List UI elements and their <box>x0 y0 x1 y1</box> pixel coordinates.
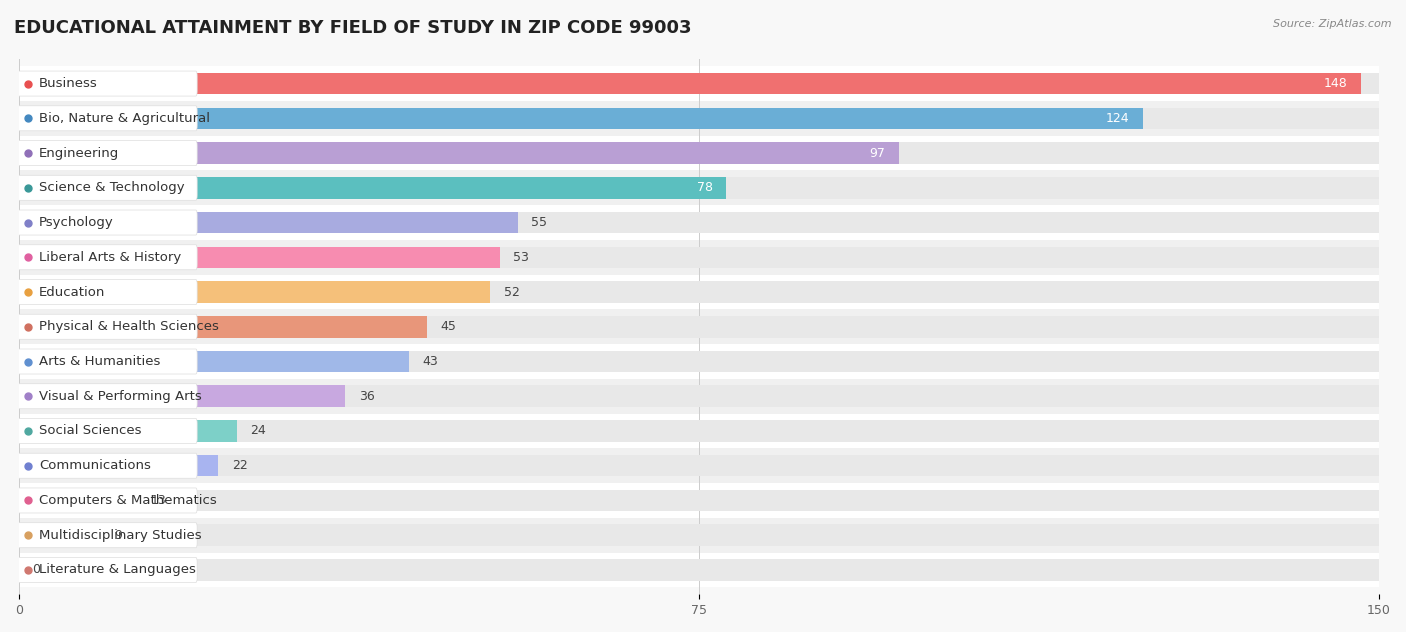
Text: Business: Business <box>39 77 97 90</box>
Bar <box>20 73 1379 94</box>
Bar <box>20 246 499 268</box>
Bar <box>20 246 1379 268</box>
Bar <box>20 386 1379 407</box>
FancyBboxPatch shape <box>18 384 197 409</box>
Text: Literature & Languages: Literature & Languages <box>39 564 195 576</box>
Bar <box>20 455 218 477</box>
Bar <box>20 240 1379 275</box>
Bar <box>20 316 1379 337</box>
Text: 148: 148 <box>1323 77 1347 90</box>
FancyBboxPatch shape <box>18 418 197 444</box>
Bar <box>20 177 727 198</box>
Bar <box>20 448 1379 483</box>
FancyBboxPatch shape <box>18 106 197 131</box>
Text: EDUCATIONAL ATTAINMENT BY FIELD OF STUDY IN ZIP CODE 99003: EDUCATIONAL ATTAINMENT BY FIELD OF STUDY… <box>14 19 692 37</box>
Bar <box>20 420 236 442</box>
Text: Source: ZipAtlas.com: Source: ZipAtlas.com <box>1274 19 1392 29</box>
Text: 97: 97 <box>869 147 884 159</box>
FancyBboxPatch shape <box>18 279 197 305</box>
Bar <box>20 518 1379 552</box>
FancyBboxPatch shape <box>18 210 197 235</box>
FancyBboxPatch shape <box>18 523 197 548</box>
Bar <box>20 281 1379 303</box>
FancyBboxPatch shape <box>18 314 197 339</box>
FancyBboxPatch shape <box>18 175 197 200</box>
Bar <box>20 281 491 303</box>
Bar <box>20 316 427 337</box>
Bar <box>20 344 1379 379</box>
Bar <box>20 490 136 511</box>
Bar <box>20 177 1379 198</box>
Bar <box>20 559 1379 581</box>
Bar <box>20 136 1379 171</box>
Text: 13: 13 <box>150 494 166 507</box>
Text: Visual & Performing Arts: Visual & Performing Arts <box>39 390 201 403</box>
Bar <box>20 351 409 372</box>
Text: Social Sciences: Social Sciences <box>39 425 142 437</box>
FancyBboxPatch shape <box>18 140 197 166</box>
Text: Bio, Nature & Agricultural: Bio, Nature & Agricultural <box>39 112 209 125</box>
Bar <box>20 455 1379 477</box>
Text: 9: 9 <box>114 529 122 542</box>
Text: 78: 78 <box>696 181 713 194</box>
Text: Psychology: Psychology <box>39 216 114 229</box>
Text: 22: 22 <box>232 459 247 472</box>
Bar <box>20 310 1379 344</box>
Bar <box>20 73 1361 94</box>
FancyBboxPatch shape <box>18 245 197 270</box>
Bar <box>20 275 1379 310</box>
Bar <box>20 107 1143 129</box>
Bar <box>20 205 1379 240</box>
Bar <box>20 212 517 233</box>
FancyBboxPatch shape <box>18 557 197 583</box>
Text: Communications: Communications <box>39 459 150 472</box>
Text: Multidisciplinary Studies: Multidisciplinary Studies <box>39 529 201 542</box>
Text: Liberal Arts & History: Liberal Arts & History <box>39 251 181 264</box>
Bar <box>20 351 1379 372</box>
FancyBboxPatch shape <box>18 71 197 96</box>
Text: 0: 0 <box>32 564 41 576</box>
Bar <box>20 107 1379 129</box>
Text: Education: Education <box>39 286 105 298</box>
Text: 36: 36 <box>359 390 375 403</box>
Bar <box>20 490 1379 511</box>
Bar <box>20 379 1379 413</box>
FancyBboxPatch shape <box>18 488 197 513</box>
Bar <box>20 212 1379 233</box>
Text: 52: 52 <box>505 286 520 298</box>
Text: 55: 55 <box>531 216 547 229</box>
Text: 53: 53 <box>513 251 529 264</box>
Bar <box>20 552 1379 587</box>
Text: Computers & Mathematics: Computers & Mathematics <box>39 494 217 507</box>
Text: Engineering: Engineering <box>39 147 120 159</box>
Bar <box>20 413 1379 448</box>
Bar <box>20 525 101 546</box>
Text: 124: 124 <box>1107 112 1129 125</box>
Bar <box>20 420 1379 442</box>
Bar <box>20 101 1379 136</box>
FancyBboxPatch shape <box>18 453 197 478</box>
FancyBboxPatch shape <box>18 349 197 374</box>
Bar <box>20 525 1379 546</box>
Bar <box>20 142 1379 164</box>
Text: Physical & Health Sciences: Physical & Health Sciences <box>39 320 219 333</box>
Text: Science & Technology: Science & Technology <box>39 181 184 194</box>
Text: 43: 43 <box>422 355 439 368</box>
Bar <box>20 483 1379 518</box>
Bar <box>20 386 346 407</box>
Text: 45: 45 <box>440 320 457 333</box>
Bar <box>20 142 898 164</box>
Text: 24: 24 <box>250 425 266 437</box>
Bar <box>20 66 1379 101</box>
Text: Arts & Humanities: Arts & Humanities <box>39 355 160 368</box>
Bar <box>20 171 1379 205</box>
